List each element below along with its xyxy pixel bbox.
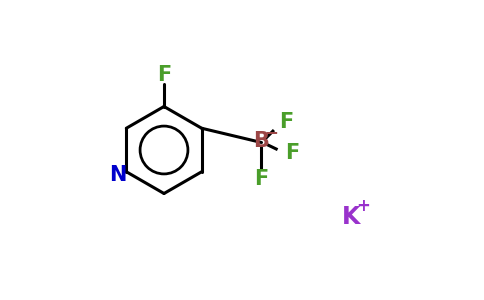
Text: F: F: [255, 169, 269, 189]
Text: −: −: [264, 123, 278, 141]
Text: F: F: [157, 65, 171, 85]
Text: N: N: [109, 165, 127, 185]
Text: +: +: [356, 197, 370, 215]
Text: F: F: [279, 112, 293, 132]
Text: F: F: [285, 143, 299, 163]
Text: K: K: [342, 206, 361, 230]
Text: B: B: [254, 131, 270, 151]
